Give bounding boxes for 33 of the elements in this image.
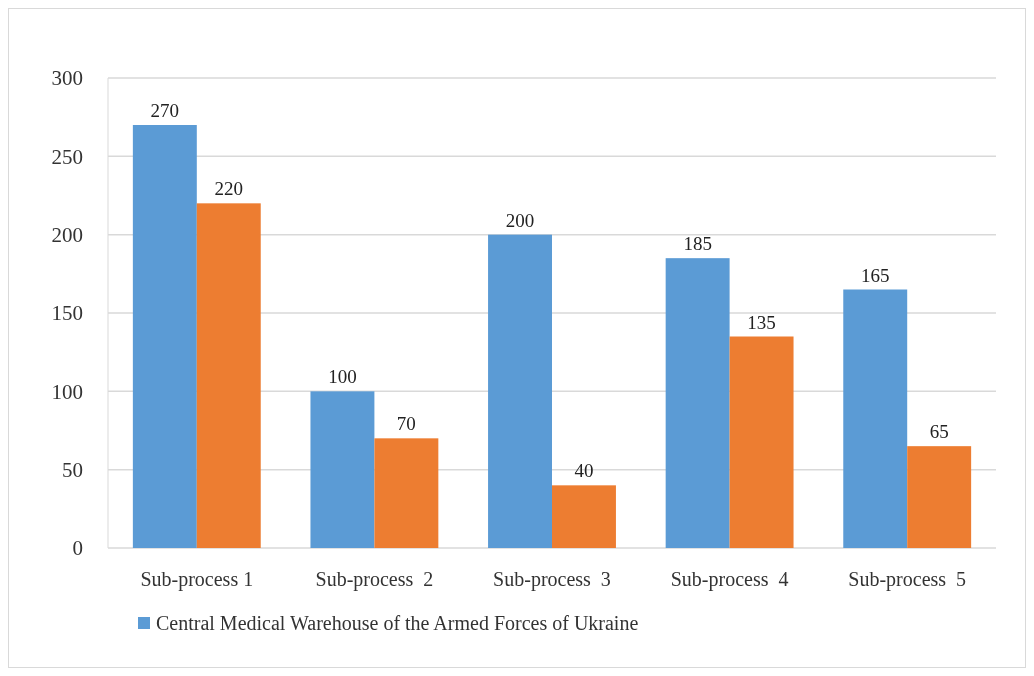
data-label: 165	[860, 264, 890, 286]
bar	[196, 203, 261, 548]
y-tick-label: 250	[51, 144, 83, 169]
bar	[310, 391, 375, 548]
data-label: 100	[328, 366, 357, 388]
y-tick-label: 300	[51, 66, 83, 91]
data-label: 135	[747, 311, 776, 333]
bar	[488, 234, 552, 548]
x-tick-label: Sub-process 5	[848, 568, 967, 591]
y-tick-label: 150	[51, 301, 83, 326]
bar	[552, 485, 616, 548]
data-label: 185	[683, 233, 712, 255]
data-label: 220	[214, 178, 244, 200]
data-label: 200	[505, 209, 535, 231]
y-tick-label: 200	[51, 223, 83, 248]
y-tick-label: 50	[62, 458, 83, 483]
bar	[374, 438, 439, 548]
data-label: 65	[929, 421, 949, 443]
bar	[729, 336, 794, 548]
y-tick-label: 100	[51, 379, 83, 404]
data-label: 270	[150, 100, 180, 121]
legend-label: Central Medical Warehouse of the Armed Forces of Ukraine	[156, 612, 639, 634]
bar	[843, 289, 908, 548]
x-tick-label: Sub-process 2	[315, 568, 434, 591]
bar	[665, 258, 730, 548]
data-label: 40	[574, 460, 594, 482]
x-tick-label: Sub-process 3	[493, 568, 611, 591]
y-tick-label: 0	[72, 536, 83, 561]
bar	[907, 446, 972, 548]
x-tick-label: Sub-process 1	[140, 568, 254, 591]
x-tick-label: Sub-process 4	[670, 568, 789, 591]
bar	[132, 125, 197, 548]
data-label: 70	[396, 413, 416, 435]
